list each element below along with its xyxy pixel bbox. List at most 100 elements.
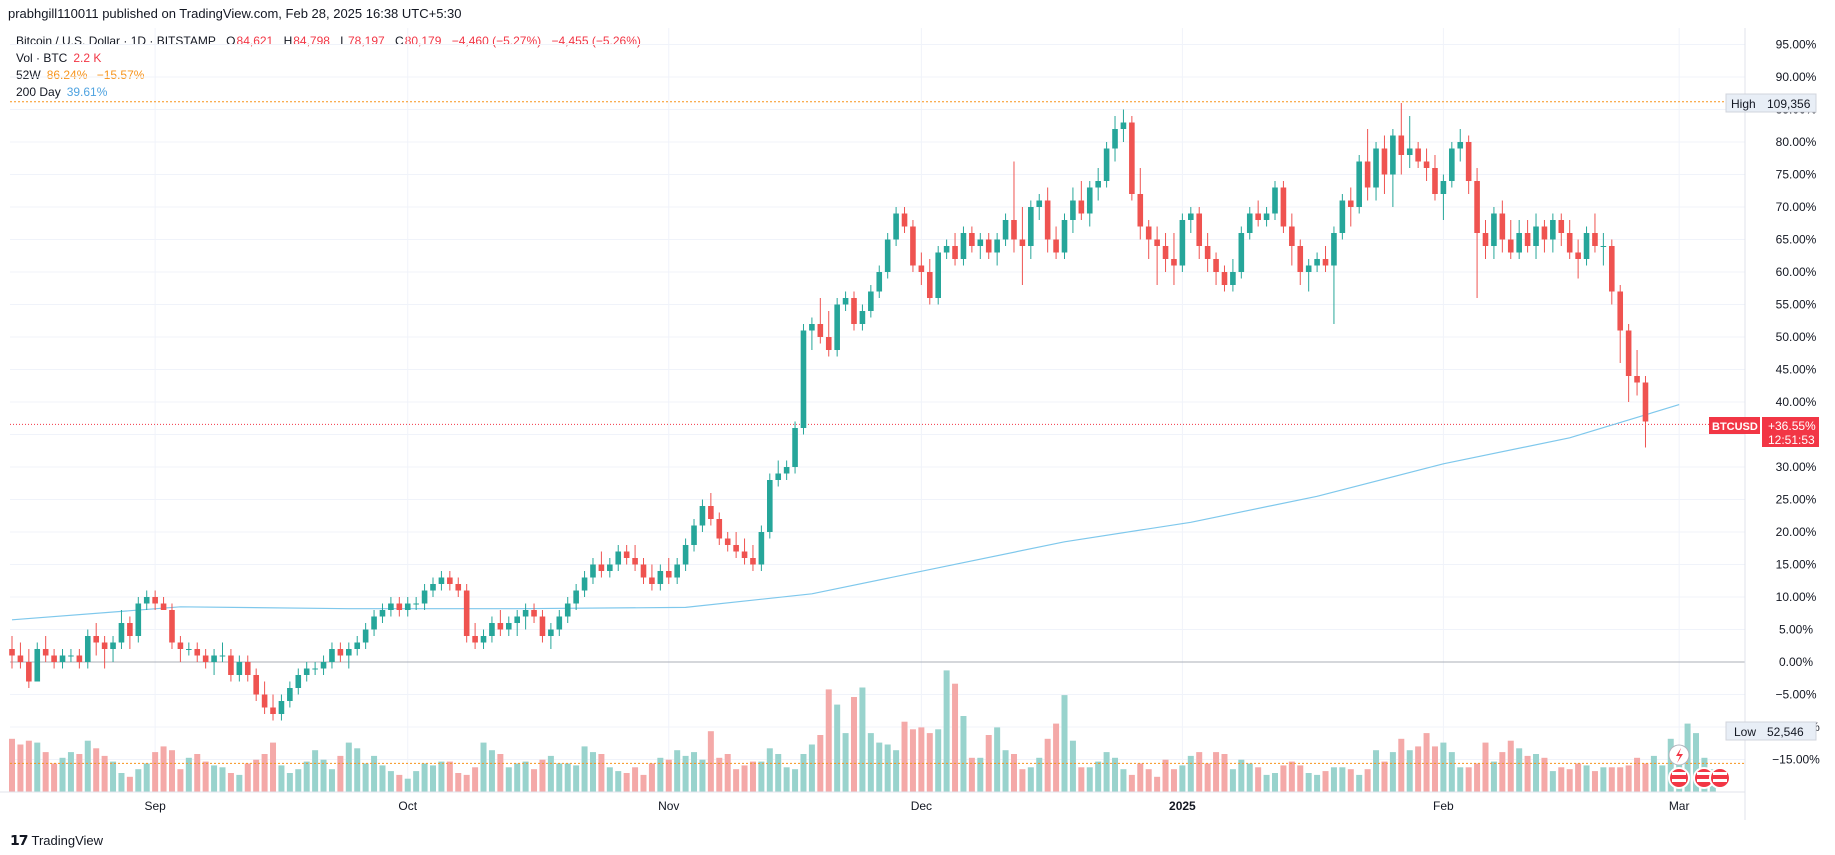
candle-body [1095,181,1101,188]
volume-bar [589,752,596,792]
candle [1373,142,1379,201]
candle-body [1297,246,1304,272]
volume-bar [25,740,32,792]
candle [750,545,756,571]
candle [851,291,857,331]
last-price-badge[interactable]: BTCUSD +36.55% 12:51:53 [1709,417,1819,447]
candle-body [1566,233,1573,253]
candle [842,291,849,311]
candle-body [809,324,815,331]
volume-bar [1373,750,1380,792]
candle-body [463,590,470,636]
w52-low-value: −15.57% [96,68,145,82]
volume-bar [295,769,302,792]
flag-icon-us-1[interactable] [1668,767,1690,789]
candle [312,662,318,675]
candle-body [34,649,41,682]
volume-bar [1010,754,1017,792]
flag-icon-us-3[interactable] [1709,767,1731,789]
volume-bar [143,763,150,792]
ma-value: 39.61% [66,85,108,99]
candle-body [1280,187,1287,227]
candle [994,233,1000,266]
volume-bar [253,759,260,792]
volume-bar [808,744,815,792]
candle [716,512,723,545]
candle-body [708,506,714,519]
y-tick-label: 50.00% [1776,330,1817,344]
volume-bar [1255,767,1262,792]
candle [1331,226,1337,324]
candles [9,103,1649,721]
candle-body [143,597,150,604]
volume-bar [337,755,344,792]
candle-body [379,610,386,617]
candle [918,252,925,285]
candle-body [337,649,344,656]
candle-body [1600,246,1607,247]
candle [261,681,268,714]
volume-bar [716,757,723,792]
grid-lines [10,28,1745,792]
candle-body [1078,200,1085,214]
x-tick-label: Sep [144,799,166,813]
candle [1078,181,1085,220]
candle [758,525,765,571]
candle [362,623,369,649]
event-icons[interactable] [1668,744,1731,789]
candle [1550,213,1556,253]
ma-row[interactable]: 200 Day 39.61% [16,84,642,101]
volume-bar [581,746,588,792]
volume-bar [1112,757,1119,792]
candle-body [1331,233,1337,266]
candle-body [926,272,933,298]
candle-body [1213,259,1219,272]
candle [1028,200,1034,259]
candle-body [472,636,478,643]
candle-body [615,551,622,565]
candle [354,636,361,656]
volume-bar [152,752,159,792]
volume-bar [1086,767,1093,792]
volume-bar [876,742,883,792]
candle [665,558,672,584]
volume-bar [387,771,394,792]
volume-bar [1272,773,1278,792]
candle [1289,213,1295,266]
published-caption: prabhgill110011 published on TradingView… [8,6,462,21]
candle-body [278,701,285,714]
candle [1297,239,1304,285]
reference-lines [10,101,1745,764]
candle [59,649,66,669]
y-tick-label: 55.00% [1776,298,1817,312]
candle-body [573,590,579,604]
footer-brand[interactable]: 𝟭𝟳 TradingView [10,832,103,849]
candle-body [758,532,765,565]
candle-body [817,324,824,337]
volume-bar [707,731,714,792]
candle [236,655,243,682]
y-tick-label: 15.00% [1776,558,1817,572]
candle-body [876,272,883,292]
volume-bar [430,765,436,792]
y-axis[interactable]: 95.00%90.00%85.00%80.00%75.00%70.00%65.0… [1772,38,1820,767]
volume-bar [1659,765,1666,792]
w52-row[interactable]: 52W 86.24% −15.57% [16,67,642,84]
candle [1070,187,1076,233]
candle-body [1002,220,1009,240]
candle-body [741,551,748,558]
y-tick-label: 40.00% [1776,395,1817,409]
candle-body [1179,220,1186,266]
volume-row[interactable]: Vol · BTC 2.2 K [16,50,642,67]
candle [531,603,537,623]
symbol-tag: BTCUSD [1712,421,1758,433]
volume-bar [792,769,799,792]
volume-bar [1389,752,1396,792]
low-badge-value: 52,546 [1767,725,1804,739]
candle-body [312,668,318,670]
candle-body [1238,233,1245,272]
volume-bar [42,752,49,792]
candle [1061,213,1068,259]
candle-body [1457,142,1464,149]
